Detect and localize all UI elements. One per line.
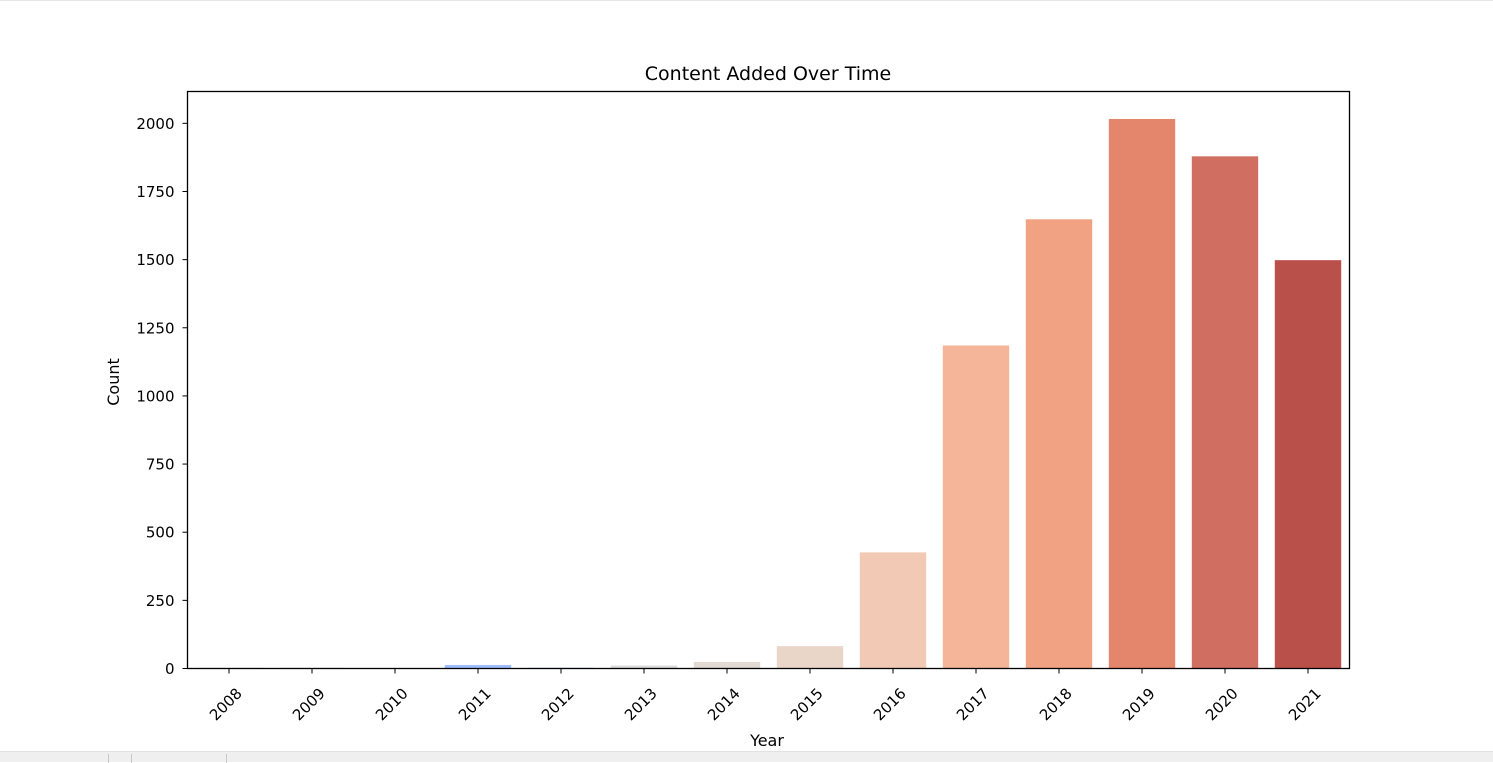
bar-2019 — [1109, 119, 1175, 669]
x-tick-label: 2017 — [953, 685, 993, 725]
bar-2020 — [1192, 156, 1258, 668]
x-tick-label: 2018 — [1036, 685, 1076, 725]
y-tick-label: 750 — [146, 456, 175, 474]
bar-2018 — [1026, 219, 1092, 668]
y-axis-ticks: 0 250 500 750 1000 1250 1500 1750 2000 — [136, 115, 187, 678]
y-tick-label: 1000 — [136, 387, 174, 405]
y-tick-label: 1500 — [136, 251, 174, 269]
bar-2017 — [943, 345, 1009, 668]
y-tick-label: 250 — [146, 592, 175, 610]
x-axis-ticks: 2008 2009 2010 2011 2012 2013 2014 2015 2016 2017… — [206, 669, 1325, 725]
x-tick-label: 2021 — [1285, 685, 1325, 725]
x-tick-label: 2019 — [1119, 685, 1159, 725]
bars-group — [196, 119, 1341, 669]
y-tick-label: 2000 — [136, 115, 174, 133]
x-tick-label: 2008 — [206, 685, 246, 725]
bar-2015 — [777, 646, 843, 668]
status-bar — [0, 751, 1493, 762]
x-tick-label: 2012 — [538, 685, 578, 725]
y-axis-label: Count — [104, 358, 123, 406]
x-tick-label: 2013 — [621, 685, 661, 725]
x-tick-label: 2016 — [870, 685, 910, 725]
x-axis-label: Year — [749, 731, 784, 750]
x-tick-label: 2009 — [289, 685, 329, 725]
y-tick-label: 1750 — [136, 183, 174, 201]
x-tick-label: 2014 — [704, 685, 744, 725]
x-tick-label: 2010 — [372, 685, 412, 725]
x-tick-label: 2011 — [455, 685, 495, 725]
bar-2021 — [1275, 260, 1341, 668]
y-tick-label: 0 — [165, 660, 175, 678]
chart-title: Content Added Over Time — [645, 63, 891, 85]
y-tick-label: 1250 — [136, 319, 174, 337]
bar-2016 — [860, 552, 926, 668]
x-tick-label: 2015 — [787, 685, 827, 725]
bar-2014 — [694, 662, 760, 669]
y-tick-label: 500 — [146, 524, 175, 542]
x-tick-label: 2020 — [1202, 685, 1242, 725]
